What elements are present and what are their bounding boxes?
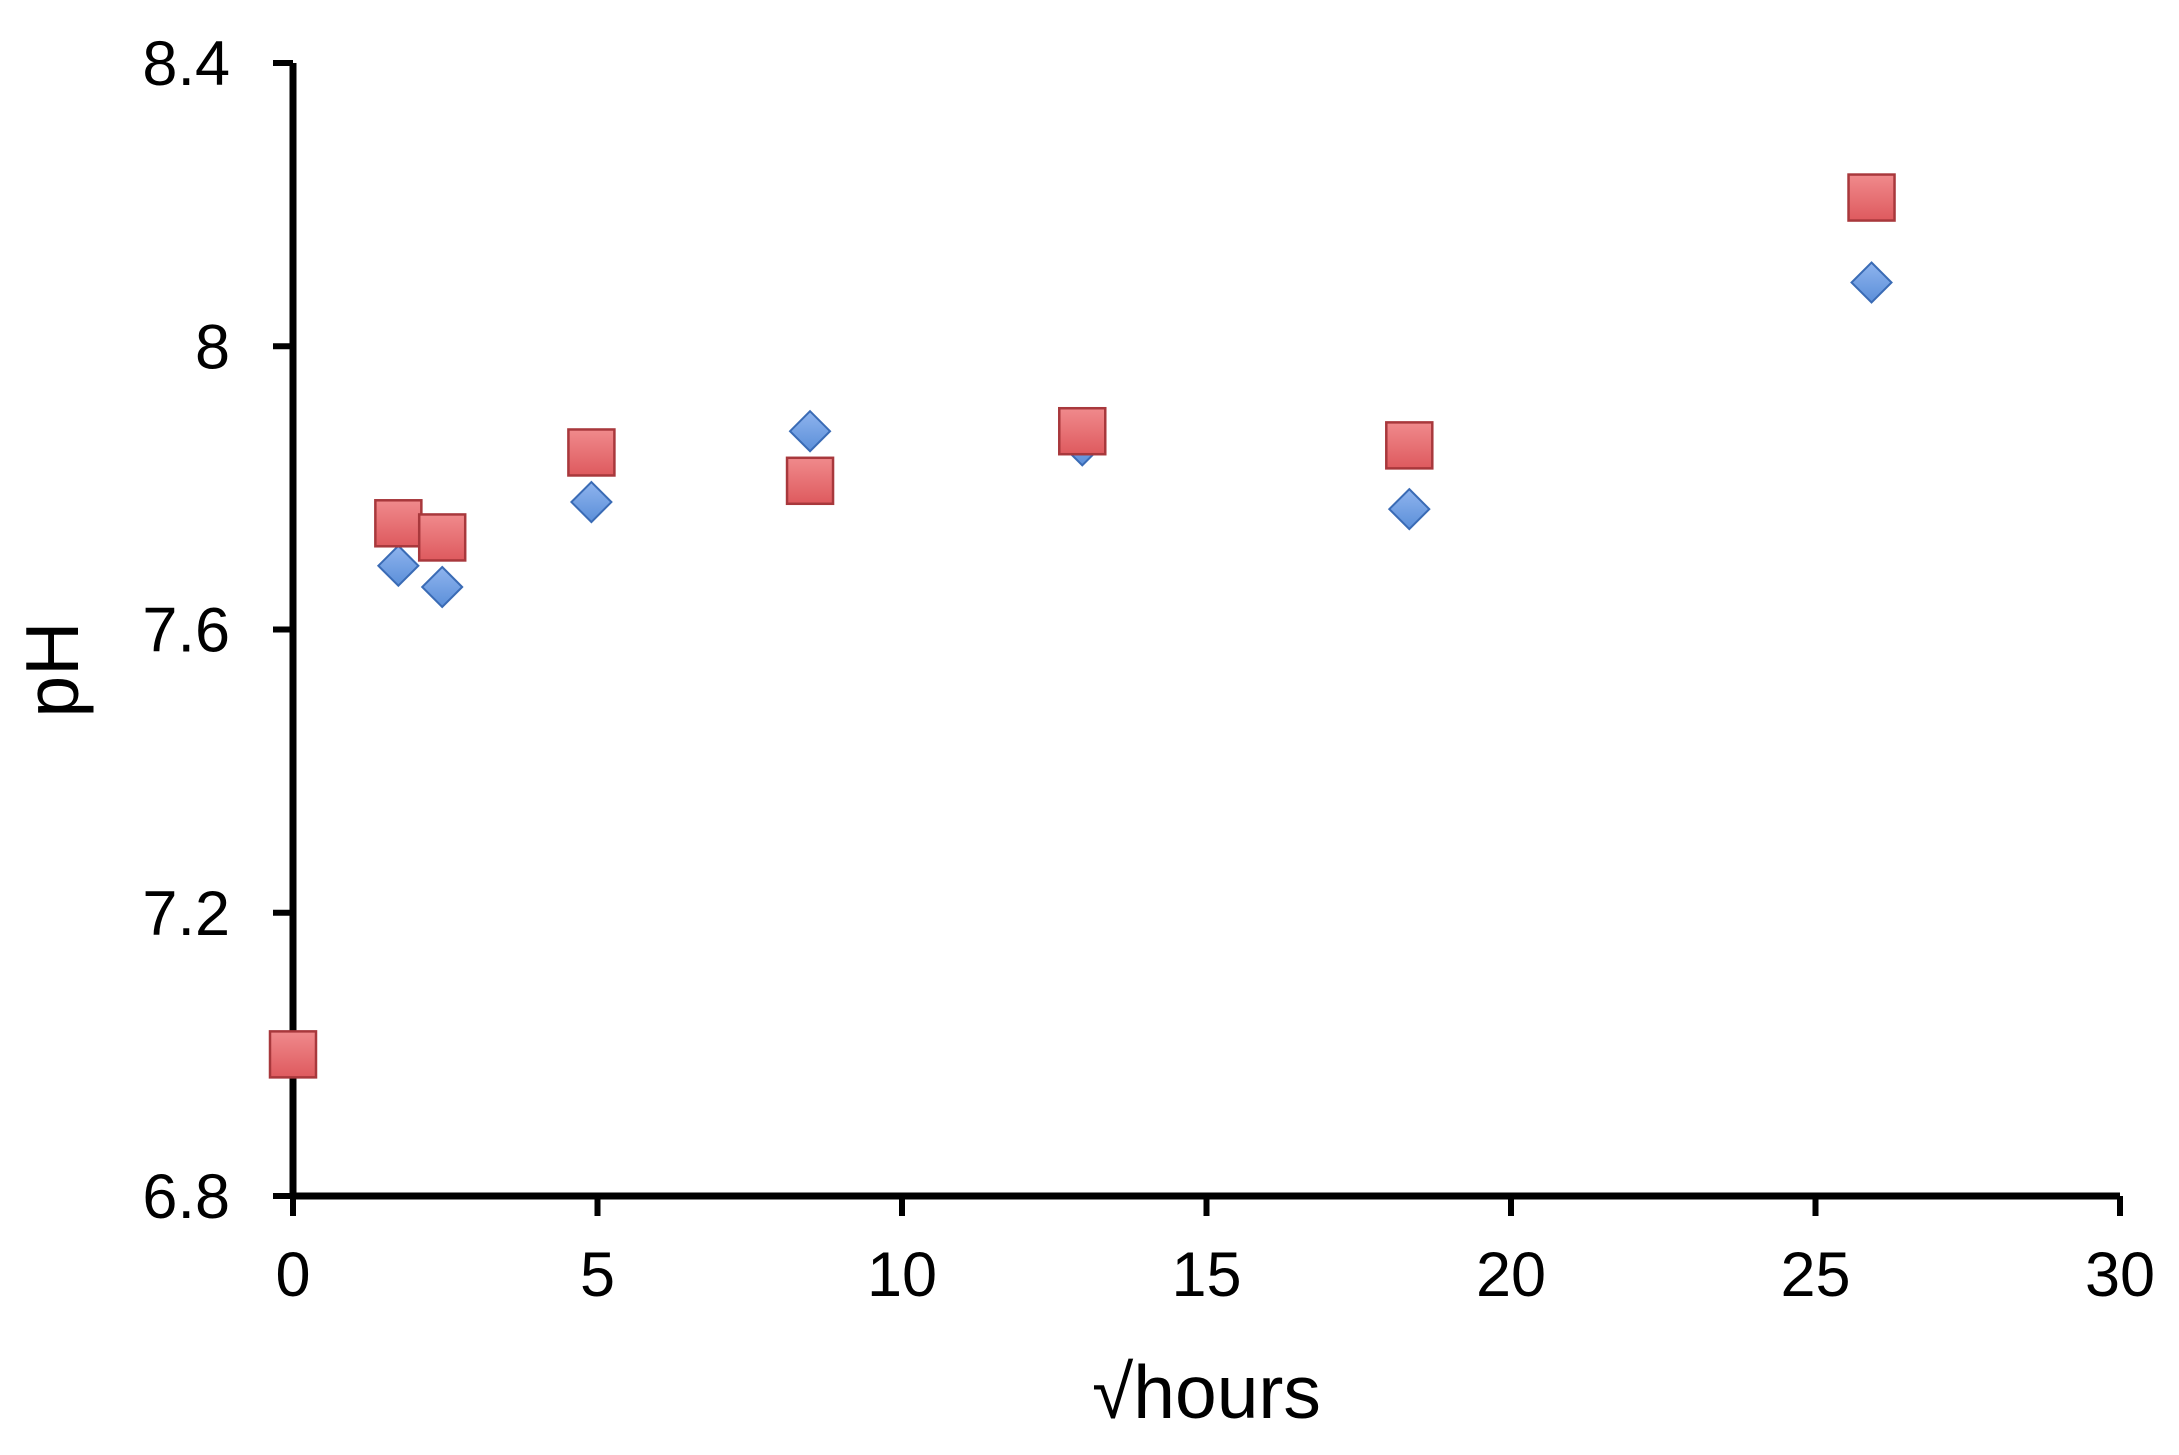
diamond-point [420,565,464,609]
x-tick-label: 15 [1171,1240,1241,1310]
x-tick-label: 5 [580,1240,615,1310]
y-tick-label: 8 [195,312,230,382]
square-point [1847,173,1896,222]
y-axis-title: pH [10,622,94,718]
diamond-point [569,480,613,524]
axes [273,60,2123,1216]
data-points [268,173,1896,1079]
diamond-point [788,409,832,453]
y-tick-label: 7.6 [142,596,230,666]
y-tick-label: 8.4 [142,29,230,99]
diamond-point [376,544,420,588]
square-point [1058,406,1107,456]
square-point [268,1030,318,1079]
diamond-point [1387,487,1431,531]
square-point [1385,421,1434,470]
square-point [374,499,423,548]
diamond-point [1850,261,1893,304]
x-tick-label: 25 [1780,1240,1850,1310]
x-tick-label: 10 [867,1240,937,1310]
x-tick-label: 20 [1476,1240,1546,1310]
x-tick-label: 30 [2085,1240,2155,1310]
tick-labels: 6.8 7.2 7.6 8 8.4 0 5 10 15 20 25 30 [142,29,2155,1310]
x-tick-label: 0 [275,1240,310,1310]
y-tick-label: 7.2 [142,879,230,949]
square-point [417,513,467,562]
square-point [785,456,835,506]
y-tick-label: 6.8 [142,1162,230,1232]
square-point [567,428,616,477]
x-axis-title: √hours [1092,1350,1321,1434]
